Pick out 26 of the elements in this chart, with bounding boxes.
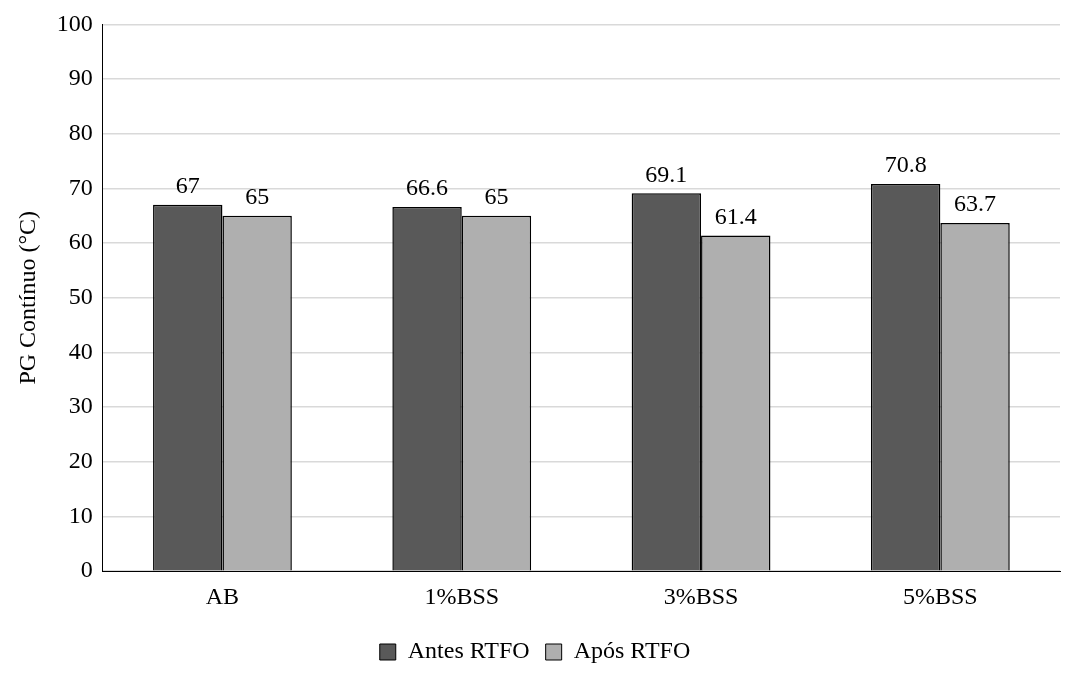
y-tick-label: 100	[56, 9, 93, 36]
y-tick-label: 0	[80, 556, 93, 583]
legend-label: Após RTFO	[573, 637, 691, 664]
x-tick-label: 3%BSS	[663, 582, 739, 609]
y-tick-label: 10	[68, 501, 93, 528]
data-label: 70.8	[884, 151, 927, 178]
data-label: 63.7	[954, 190, 997, 217]
data-label: 66.6	[406, 174, 449, 201]
y-tick-label: 70	[68, 173, 93, 200]
data-label: 65	[484, 183, 509, 210]
x-tick-label: 5%BSS	[903, 582, 978, 609]
y-tick-label: 90	[68, 64, 93, 91]
data-label: 67	[175, 172, 200, 199]
y-tick-label: 40	[68, 337, 93, 364]
x-tick-label: AB	[205, 582, 240, 609]
y-tick-label: 80	[68, 119, 93, 146]
data-label: 61.4	[714, 202, 757, 229]
data-label: 65	[245, 183, 270, 210]
data-label: 69.1	[645, 160, 688, 187]
y-tick-label: 30	[68, 392, 93, 419]
x-tick-label: 1%BSS	[424, 582, 500, 609]
y-axis-title: PG Contínuo (°C)	[13, 210, 40, 385]
y-tick-label: 60	[68, 228, 93, 255]
y-tick-label: 50	[68, 283, 93, 310]
y-tick-label: 20	[68, 447, 93, 474]
legend-label: Antes RTFO	[407, 637, 530, 664]
